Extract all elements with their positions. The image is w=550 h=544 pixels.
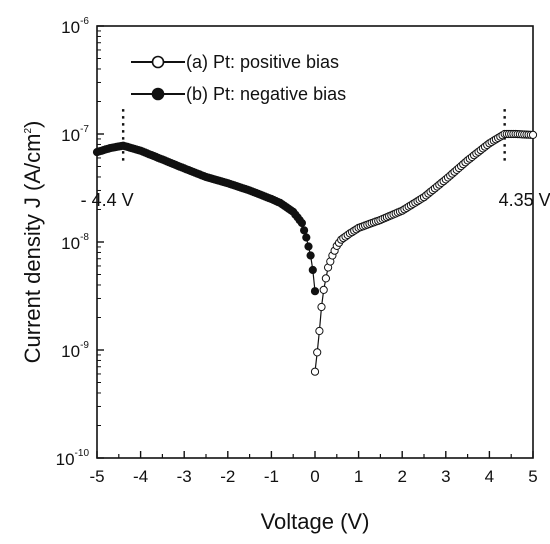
data-point [315, 326, 324, 336]
data-point [306, 251, 315, 260]
data-point [304, 242, 313, 251]
legend-item: (a) Pt: positive bias [131, 52, 339, 72]
x-tick-label: -2 [220, 467, 235, 486]
data-point [310, 287, 320, 296]
x-tick-label: -1 [264, 467, 279, 486]
legend-marker [151, 55, 165, 69]
y-axis: 10-10 10-9 10-8 10-7 10-6 [56, 16, 104, 469]
data-point [310, 367, 320, 376]
y-tick-label: 10-8 [61, 232, 89, 253]
x-tick-label: -4 [133, 467, 148, 486]
x-tick-label: 2 [397, 467, 406, 486]
y-tick-label: 10-7 [61, 124, 89, 145]
x-tick-label: -5 [89, 467, 104, 486]
x-tick-label: 5 [528, 467, 537, 486]
series-negative-bias [92, 141, 320, 296]
y-axis-title-main: Current density J (A/cm [20, 134, 45, 364]
x-tick-label: 4 [485, 467, 494, 486]
legend-item: (b) Pt: negative bias [131, 84, 346, 104]
series-line [96, 145, 316, 292]
data-point [92, 148, 102, 157]
y-tick-label: 10-6 [61, 16, 89, 37]
y-tick-label: 10-10 [56, 448, 90, 469]
y-tick-label: 10-9 [61, 340, 89, 361]
x-tick-label: 0 [310, 467, 319, 486]
series-positive-bias [310, 129, 538, 376]
series-line [314, 133, 534, 372]
annotation-label: 4.35 V [499, 190, 550, 210]
y-axis-title-suffix: ) [20, 121, 45, 128]
data-point [308, 265, 317, 275]
y-axis-title-sup: 2 [23, 128, 34, 134]
x-axis-title: Voltage (V) [261, 509, 370, 534]
data-point [302, 233, 311, 242]
legend-label: (a) Pt: positive bias [186, 52, 339, 72]
legend-marker [151, 87, 165, 101]
x-tick-label: 3 [441, 467, 450, 486]
data-point [528, 130, 538, 139]
annotation-label: - 4.4 V [81, 190, 134, 210]
x-tick-label: -3 [177, 467, 192, 486]
legend-label: (b) Pt: negative bias [186, 84, 346, 104]
legend: (a) Pt: positive bias (b) Pt: negative bi… [131, 52, 346, 104]
data-point [321, 274, 330, 283]
data-point [319, 285, 328, 294]
x-tick-label: 1 [354, 467, 363, 486]
data-point [300, 226, 309, 235]
annotations: - 4.4 V 4.35 V [81, 109, 550, 210]
data-point [313, 348, 322, 357]
x-axis: -5 -4 -3 -2 -1 0 1 2 3 4 5 [89, 451, 538, 486]
series-layer [92, 129, 538, 376]
data-point [317, 302, 326, 312]
y-axis-title: Current density J (A/cm2) [20, 121, 45, 364]
